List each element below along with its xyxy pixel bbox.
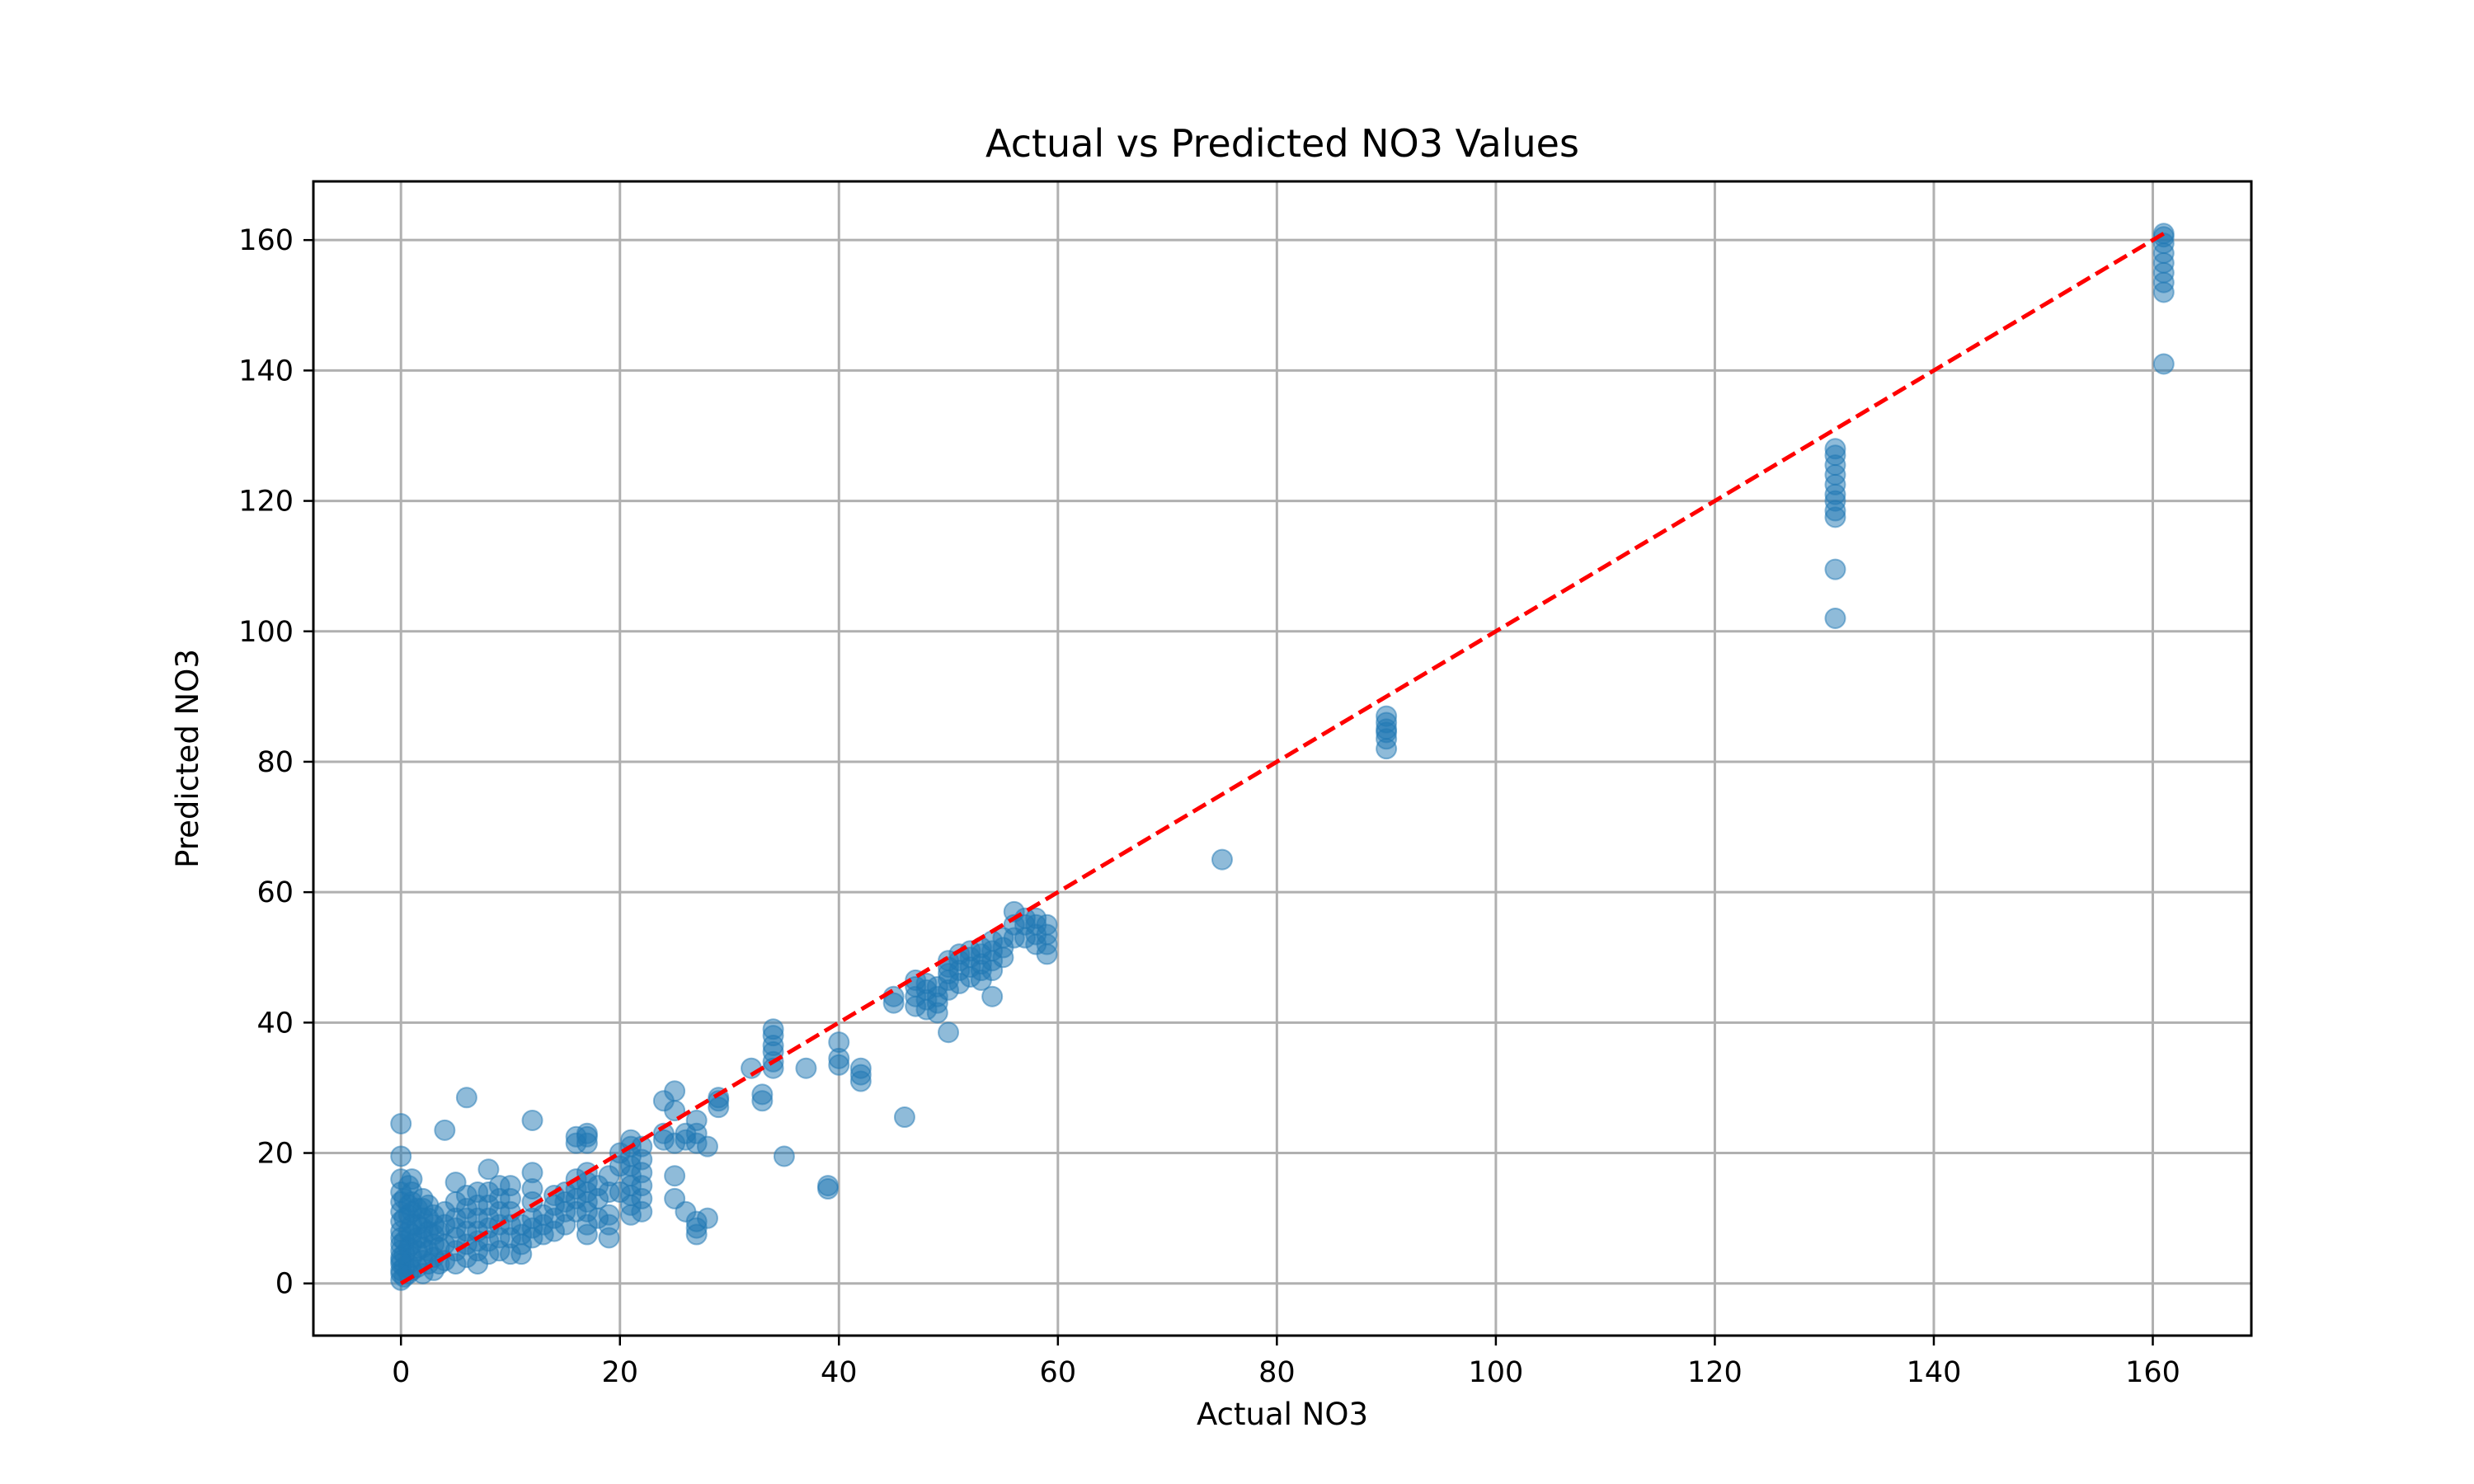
data-point: [521, 1109, 543, 1131]
y-tick-label: 140: [238, 355, 294, 387]
data-point: [828, 1031, 850, 1054]
x-tick-label: 100: [1468, 1356, 1523, 1389]
data-point: [762, 1018, 784, 1040]
x-tick-label: 0: [392, 1356, 410, 1389]
data-point: [455, 1087, 477, 1109]
data-point: [981, 985, 1004, 1007]
data-point: [390, 1145, 412, 1167]
x-tick-label: 40: [821, 1356, 858, 1389]
x-tick-label: 140: [1907, 1356, 1962, 1389]
x-tick-label: 60: [1040, 1356, 1077, 1389]
data-point: [1824, 558, 1846, 580]
data-point: [696, 1207, 718, 1229]
x-tick-label: 160: [2125, 1356, 2180, 1389]
y-axis-label: Predicted NO3: [170, 649, 205, 868]
y-axis-ticks: 0 20 40 60 80 100 120 140 160: [238, 224, 313, 1301]
y-tick-label: 40: [256, 1007, 294, 1040]
reference-line: [399, 232, 2166, 1285]
data-point: [664, 1080, 686, 1102]
data-point: [773, 1145, 795, 1167]
data-point: [849, 1057, 872, 1079]
data-point: [938, 1021, 960, 1044]
y-tick-label: 160: [238, 224, 294, 257]
x-axis-ticks: 0 20 40 60 80 100 120 140 160: [392, 1336, 2180, 1389]
data-point: [1824, 607, 1846, 629]
x-tick-label: 20: [601, 1356, 638, 1389]
y-tick-label: 100: [238, 616, 294, 649]
data-point: [893, 1106, 915, 1129]
data-point: [598, 1204, 620, 1226]
data-point: [1376, 705, 1398, 727]
y-tick-label: 80: [256, 746, 294, 779]
data-points: [390, 223, 2175, 1291]
plot-frame: [312, 180, 2253, 1337]
data-point: [1824, 438, 1846, 460]
data-point: [2152, 353, 2175, 375]
data-point: [499, 1175, 521, 1197]
data-point: [696, 1135, 718, 1158]
chart-title: Actual vs Predicted NO3 Values: [985, 121, 1579, 166]
data-point: [817, 1175, 840, 1197]
data-point: [521, 1162, 543, 1184]
x-tick-label: 80: [1258, 1356, 1296, 1389]
x-axis-label: Actual NO3: [1197, 1397, 1368, 1432]
data-point: [1211, 848, 1233, 871]
y-tick-label: 20: [256, 1138, 294, 1171]
x-tick-label: 120: [1687, 1356, 1743, 1389]
y-tick-label: 60: [256, 876, 294, 909]
data-point: [576, 1122, 598, 1144]
data-point: [477, 1158, 500, 1181]
data-point: [685, 1109, 708, 1131]
data-point: [1036, 913, 1058, 936]
data-point: [664, 1165, 686, 1187]
data-point: [434, 1119, 456, 1141]
y-tick-label: 120: [238, 486, 294, 519]
data-point: [401, 1168, 423, 1190]
data-point: [795, 1057, 817, 1079]
y-tick-label: 0: [275, 1268, 294, 1301]
data-point: [390, 1112, 412, 1134]
data-point: [751, 1083, 774, 1106]
